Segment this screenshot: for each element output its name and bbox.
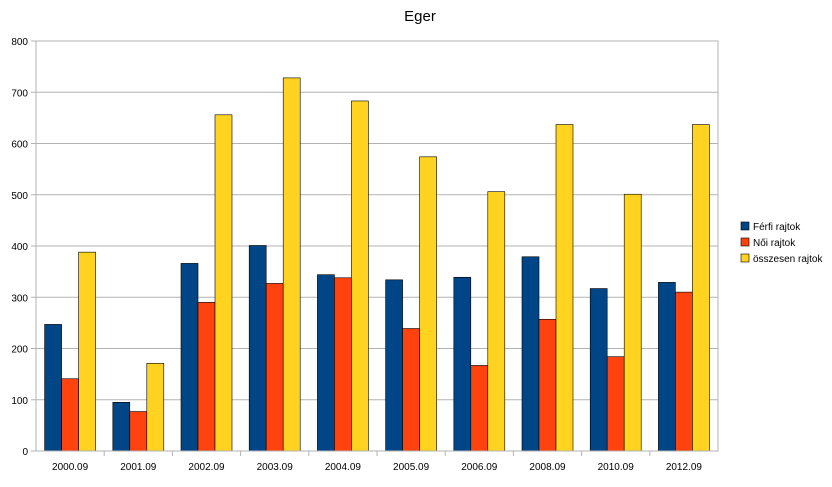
y-tick-label: 600 [11, 140, 28, 151]
bar [180, 263, 199, 452]
bar [623, 193, 642, 452]
y-tick-label: 500 [11, 191, 28, 202]
bar [214, 114, 233, 452]
legend-label: Férfi rajtok [753, 222, 801, 233]
bar [555, 124, 574, 452]
legend-label: Női rajtok [753, 238, 796, 249]
bar [265, 283, 284, 452]
x-tick-label: 2000.09 [52, 462, 89, 473]
bar [521, 256, 540, 452]
bar [334, 277, 352, 452]
legend-swatch [740, 253, 750, 263]
x-tick-label: 2006.09 [461, 462, 498, 473]
bar [675, 291, 693, 452]
legend-swatch [740, 237, 750, 247]
x-tick-label: 2002.09 [188, 462, 225, 473]
x-axis-ticks: 2000.09 2001.09 2002.09 2003.09 2004.09 2005.… [52, 451, 702, 473]
x-tick-label: 2005.09 [393, 462, 430, 473]
bar [487, 191, 506, 452]
bar [61, 378, 79, 452]
legend: Férfi rajtok Női rajtok összesen rajtok [740, 221, 823, 265]
bar [606, 356, 625, 452]
x-tick-label: 2012.09 [666, 462, 703, 473]
bar [44, 324, 62, 452]
y-tick-label: 700 [11, 88, 28, 99]
x-tick-label: 2010.09 [598, 462, 635, 473]
y-axis-ticks: 0 100 200 300 400 500 600 700 800 [11, 37, 36, 458]
x-tick-label: 2001.09 [120, 462, 157, 473]
x-tick-label: 2004.09 [325, 462, 362, 473]
y-tick-label: 100 [11, 396, 28, 407]
legend-swatch [740, 221, 750, 231]
bar [197, 302, 216, 452]
bar [146, 363, 165, 452]
y-tick-label: 0 [22, 447, 28, 458]
y-tick-label: 400 [11, 242, 28, 253]
y-tick-label: 800 [11, 37, 28, 48]
bar [692, 124, 710, 452]
bar [419, 156, 437, 452]
bar [453, 276, 472, 452]
bar [658, 282, 676, 452]
bar [78, 251, 96, 452]
y-tick-label: 200 [11, 345, 28, 356]
legend-label: összesen rajtok [753, 254, 823, 265]
bars [44, 77, 710, 452]
bar [351, 100, 369, 452]
bar [589, 288, 608, 452]
bar [129, 411, 148, 452]
x-tick-label: 2003.09 [257, 462, 294, 473]
bar [282, 77, 301, 452]
chart-title: Eger [404, 8, 436, 25]
bar [248, 245, 267, 452]
bar [538, 318, 557, 452]
x-tick-label: 2008.09 [529, 462, 566, 473]
bar [112, 402, 131, 452]
bar [317, 274, 335, 452]
y-tick-label: 300 [11, 293, 28, 304]
bar [385, 279, 403, 452]
bar [470, 365, 489, 452]
bar [402, 328, 420, 452]
